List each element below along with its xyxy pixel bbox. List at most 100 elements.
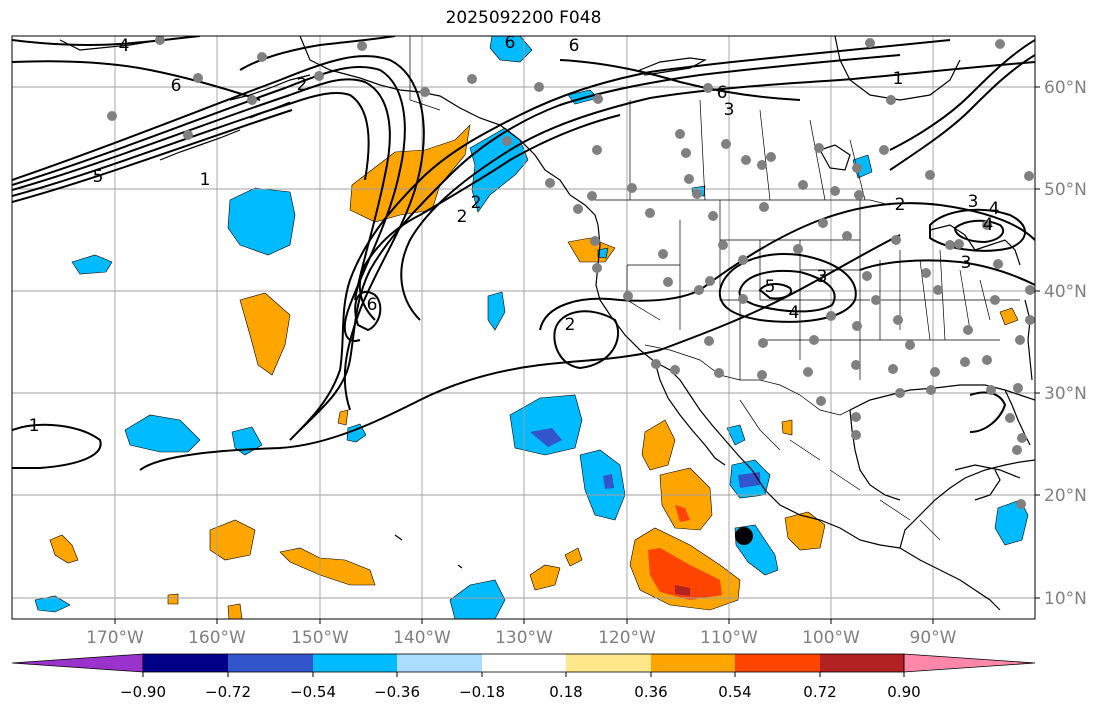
cold-anomaly-subtropical <box>509 394 583 456</box>
north-contour-6 <box>559 59 801 101</box>
warm-anomaly-deep-3 <box>675 585 690 596</box>
colorbar-tick-label: −0.18 <box>459 683 505 701</box>
trough-contour-1 <box>289 39 951 441</box>
warm-anomaly-baja <box>641 419 676 471</box>
warm-anomaly-south-1 <box>209 519 256 561</box>
cold-anomaly-small-1 <box>71 254 113 275</box>
colorbar-extend-min <box>11 653 144 673</box>
warm-anomaly-small-3 <box>337 409 349 426</box>
florida-contour <box>969 391 1007 433</box>
map-title: 2025092200 F048 <box>445 8 602 28</box>
great-lakes <box>929 224 1021 266</box>
warm-anomaly-small-5 <box>49 534 79 564</box>
colorbar-tick-label: 0.54 <box>718 683 751 701</box>
colorbar-tick-label: −0.90 <box>120 683 166 701</box>
warm-anomaly-deep-1 <box>675 505 690 522</box>
lat-tick-label: 20°N <box>1044 486 1087 506</box>
contour-label: 3 <box>724 100 735 120</box>
colorbar-tick-label: 0.90 <box>887 683 920 701</box>
warm-anomaly-south-3 <box>529 564 561 591</box>
colorbar-tick-label: 0.18 <box>549 683 582 701</box>
yucatan <box>974 469 1001 501</box>
contour-label: 4 <box>789 303 800 323</box>
closed-high-5-core <box>758 283 793 300</box>
warm-anomaly-east-pacific <box>659 467 713 531</box>
mexico-states <box>739 399 941 541</box>
hudson-bay <box>834 36 961 101</box>
subtropical-contour-2 <box>12 423 102 469</box>
colorbar-extend-max <box>903 653 1036 673</box>
graticule <box>12 36 1035 619</box>
east-closed-high-inner <box>953 219 1005 244</box>
lon-tick-label: 90°W <box>910 628 957 648</box>
high-contour-1 <box>539 202 1035 331</box>
contour-label: 4 <box>119 36 130 56</box>
contour-label: 3 <box>817 267 828 287</box>
colorbar-segment <box>566 654 651 672</box>
lon-tick-label: 130°W <box>495 628 553 648</box>
alaska-coast <box>299 36 599 226</box>
hawaii-chain <box>394 534 463 569</box>
east-closed-high <box>929 208 1026 252</box>
colorbar-tick-label: −0.72 <box>205 683 251 701</box>
jet-contour-5 <box>12 109 293 203</box>
trough-closed-center <box>354 290 382 332</box>
cold-anomaly-south-1 <box>449 579 506 619</box>
north-contour-2 <box>889 54 1035 171</box>
jet-contour-2 <box>12 65 406 342</box>
lon-tick-label: 160°W <box>188 628 246 648</box>
warm-anomaly-south-4 <box>564 547 583 567</box>
highlight-point-marker <box>735 527 753 545</box>
lon-tick-label: 100°W <box>802 628 860 648</box>
lat-tick-label: 30°N <box>1044 384 1087 404</box>
gulf-coast <box>899 459 1035 549</box>
cold-anomaly-small-7 <box>597 247 609 259</box>
contour-labels: 4 6 6 2 1 5 6 3 6 2 1 1 2 2 6 5 3 4 2 3 … <box>29 33 1000 436</box>
latitude-labels: 60°N 50°N 40°N 30°N 20°N 10°N <box>1044 78 1087 609</box>
lat-tick-label: 60°N <box>1044 78 1087 98</box>
contour-label: 2 <box>471 193 482 213</box>
jet-contour-4 <box>12 92 370 197</box>
colorbar-outline <box>142 653 905 673</box>
lon-tick-label: 140°W <box>393 628 451 648</box>
alaska-canada-border <box>409 36 441 111</box>
baja-peninsula <box>654 361 726 466</box>
closed-high-2 <box>553 310 620 370</box>
contour-label: 3 <box>968 192 979 212</box>
north-contour-1 <box>889 39 1035 151</box>
warm-anomaly-south-6 <box>167 593 179 605</box>
colorbar-segment <box>313 654 397 672</box>
lat-tick-label: 40°N <box>1044 282 1087 302</box>
colorbar-segment <box>397 654 482 672</box>
warm-anomaly-deep-2 <box>648 548 722 600</box>
contour-label: 3 <box>961 253 972 273</box>
cold-anomaly-deep-3 <box>738 472 760 488</box>
cold-anomaly-small-2 <box>487 291 506 331</box>
colorbar-segment <box>143 654 228 672</box>
cold-anomaly-deep-subtropical <box>530 428 562 447</box>
alaska-peninsula <box>229 74 311 101</box>
contour-label: 5 <box>93 167 104 187</box>
cold-anomaly-east-pacific <box>579 449 626 521</box>
warm-anomaly-mid-pacific <box>239 292 291 376</box>
colorbar-segment <box>820 654 904 672</box>
jet-contour-1 <box>12 55 425 411</box>
contour-label: 6 <box>505 33 516 53</box>
alaska-contour-6 <box>12 60 261 101</box>
lat-tick-label: 50°N <box>1044 180 1087 200</box>
closed-high-5 <box>718 253 857 323</box>
colorbar-tick-label: 0.36 <box>634 683 667 701</box>
colorbar-segment <box>482 654 566 672</box>
contour-label: 6 <box>717 83 728 103</box>
contour-label: 4 <box>989 199 1000 219</box>
lon-tick-label: 120°W <box>598 628 656 648</box>
contour-label: 4 <box>983 215 994 235</box>
contour-label: 1 <box>200 170 211 190</box>
cold-anomaly-small-3 <box>346 423 367 443</box>
east-contour-1 <box>859 259 1035 286</box>
warm-anomaly-south-5 <box>227 603 243 619</box>
warm-anomaly-mexico-coast <box>784 511 826 551</box>
colorbar-tick-label: −0.36 <box>374 683 420 701</box>
contour-label: 6 <box>367 295 378 315</box>
cold-anomaly-deep-2 <box>603 474 614 489</box>
